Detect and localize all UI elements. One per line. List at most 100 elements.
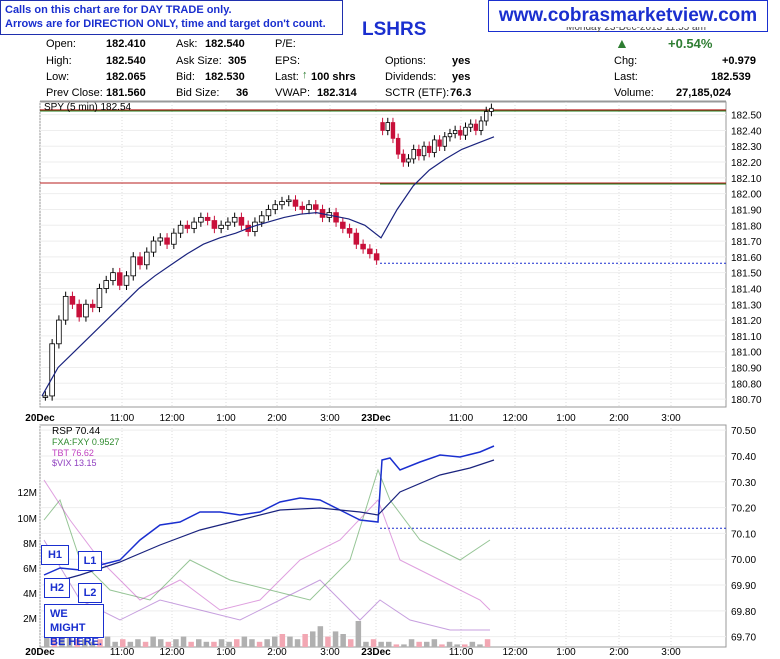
candle bbox=[373, 253, 380, 261]
candle bbox=[489, 107, 494, 112]
volume-bar bbox=[386, 641, 392, 647]
eps-label: EPS: bbox=[275, 55, 301, 67]
x-tick-label-bottom: 12:00 bbox=[159, 647, 184, 658]
volume-bar bbox=[348, 639, 354, 647]
pe-label: P/E: bbox=[275, 38, 296, 50]
volume-bar bbox=[241, 636, 248, 647]
candle bbox=[353, 232, 360, 245]
volume-bar bbox=[401, 644, 407, 647]
candle bbox=[432, 139, 437, 153]
site-link[interactable]: www.cobrasmarketview.com bbox=[488, 0, 768, 32]
volume-bar bbox=[279, 634, 286, 647]
candle bbox=[157, 237, 164, 242]
spy-sma-line bbox=[41, 136, 495, 397]
candle bbox=[177, 224, 184, 234]
candle bbox=[401, 153, 406, 163]
high-value: 182.540 bbox=[106, 55, 146, 67]
volume-bar bbox=[264, 639, 270, 647]
volume-label: Volume: bbox=[614, 87, 654, 99]
candle bbox=[360, 243, 366, 250]
x-tick-label-bottom: 12:00 bbox=[502, 647, 527, 658]
volume-bar bbox=[378, 641, 384, 647]
volume-bar bbox=[393, 644, 400, 647]
spy-y-tick: 181.50 bbox=[731, 269, 762, 280]
candle bbox=[437, 139, 442, 147]
candle bbox=[130, 256, 137, 277]
candle bbox=[468, 123, 473, 128]
spy-y-tick: 182.10 bbox=[731, 174, 762, 185]
candle bbox=[62, 295, 69, 321]
vwap-label: VWAP: bbox=[275, 87, 311, 99]
rsp-y-tick: 70.40 bbox=[731, 452, 756, 463]
l2-label: L2 bbox=[78, 583, 102, 603]
candle bbox=[225, 221, 231, 226]
candle bbox=[56, 319, 62, 345]
rsp-y-tick: 69.80 bbox=[731, 607, 756, 618]
x-tick-label-bottom: 20Dec bbox=[25, 647, 55, 658]
volume-bar bbox=[477, 644, 483, 647]
volume-tick: 2M bbox=[23, 614, 37, 625]
candle bbox=[385, 122, 390, 131]
volume-bar bbox=[211, 641, 217, 647]
volume-bar bbox=[370, 639, 377, 647]
x-tick-label: 20Dec bbox=[25, 413, 55, 424]
candle bbox=[272, 204, 278, 210]
volume-bar bbox=[340, 634, 346, 647]
candle bbox=[137, 256, 143, 266]
x-tick-label-bottom: 11:00 bbox=[449, 647, 474, 658]
vwap-value: 182.314 bbox=[317, 87, 357, 99]
x-tick-label-bottom: 2:00 bbox=[609, 647, 629, 658]
candle bbox=[211, 220, 218, 229]
volume-bar bbox=[51, 631, 58, 647]
candle bbox=[478, 120, 484, 131]
bid-size-label: Bid Size: bbox=[176, 87, 220, 99]
volume-bar bbox=[446, 641, 453, 647]
candle bbox=[110, 272, 116, 281]
x-tick-label: 2:00 bbox=[609, 413, 629, 424]
header-date: Monday 23-Dec-2013 11:55 am bbox=[566, 27, 706, 33]
spy-y-tick: 181.70 bbox=[731, 237, 762, 248]
spy-y-tick: 180.80 bbox=[731, 379, 762, 390]
dividends-value: yes bbox=[452, 71, 471, 83]
volume-bar bbox=[218, 639, 225, 647]
rsp-legend: RSP 70.44 bbox=[52, 426, 101, 437]
volume-bar bbox=[462, 644, 468, 647]
volume-bar bbox=[431, 639, 438, 647]
volume-bar bbox=[317, 626, 324, 647]
spy-panel-frame bbox=[39, 101, 727, 408]
chg-label: Chg: bbox=[614, 55, 638, 67]
candle bbox=[346, 228, 353, 234]
candle bbox=[184, 224, 191, 229]
candle bbox=[292, 199, 299, 207]
x-tick-label-bottom: 2:00 bbox=[267, 647, 287, 658]
volume-bar bbox=[89, 641, 96, 647]
volume-bar bbox=[226, 641, 232, 647]
volume-bar bbox=[173, 639, 179, 647]
candle bbox=[463, 126, 468, 136]
rsp-y-tick: 70.10 bbox=[731, 529, 756, 540]
options-label: Options: bbox=[385, 55, 426, 67]
volume-bar bbox=[272, 636, 278, 647]
volume-bar bbox=[142, 641, 149, 647]
volume-bar bbox=[249, 639, 255, 647]
spy-y-tick: 181.60 bbox=[731, 253, 762, 264]
volume-bar bbox=[234, 639, 240, 647]
options-value: yes bbox=[452, 55, 471, 67]
candle bbox=[164, 237, 170, 245]
candle bbox=[123, 275, 130, 286]
note-line-1: Calls on this chart are for DAY TRADE on… bbox=[5, 4, 232, 16]
volume-bar bbox=[355, 621, 362, 647]
candle bbox=[103, 280, 109, 289]
sctr-label: SCTR (ETF): bbox=[385, 87, 450, 99]
volume-bar bbox=[287, 636, 293, 647]
spy-y-tick: 181.30 bbox=[731, 300, 762, 311]
low-label: Low: bbox=[46, 71, 70, 83]
volume-value: 27,185,024 bbox=[676, 87, 732, 99]
candle bbox=[390, 122, 396, 139]
volume-bar bbox=[454, 644, 460, 647]
spy-y-tick: 181.80 bbox=[731, 221, 762, 232]
volume-bar bbox=[203, 641, 210, 647]
chg-value: +0.979 bbox=[722, 55, 756, 67]
candle bbox=[83, 303, 89, 318]
up-triangle-icon: ▲ bbox=[615, 35, 629, 51]
